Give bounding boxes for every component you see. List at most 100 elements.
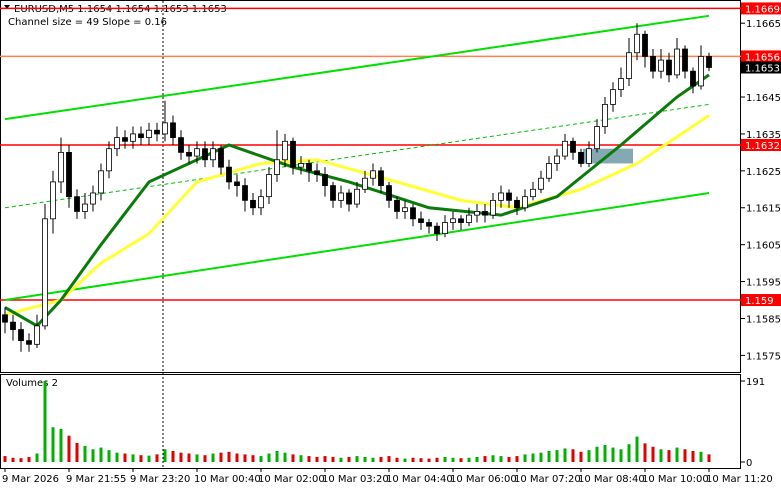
volume-bar	[659, 449, 663, 462]
candle-body	[218, 148, 224, 168]
collapse-icon	[4, 5, 10, 9]
level-label: 1.1669	[745, 4, 780, 15]
volume-bar	[75, 442, 79, 462]
volume-bar	[595, 446, 599, 462]
volume-bar	[179, 452, 183, 462]
candle-body	[482, 211, 488, 216]
candle-body	[666, 59, 672, 76]
candle-body	[466, 214, 472, 223]
volume-bar	[107, 450, 111, 462]
x-tick-label: 9 Mar 2026	[2, 474, 59, 485]
candle-body	[378, 170, 384, 187]
x-tick-label: 10 Mar 03:20	[322, 474, 389, 485]
volume-bar	[27, 456, 31, 462]
candle-body	[42, 218, 48, 327]
candle-body	[330, 185, 336, 201]
volume-bar	[443, 456, 447, 462]
y-tick-label: 1.1645	[746, 93, 781, 104]
candle-body	[298, 163, 304, 168]
candle-body	[34, 325, 40, 345]
volume-bar	[387, 456, 391, 462]
volume-bar	[307, 456, 311, 462]
volume-bar	[83, 445, 87, 462]
volume-bar	[571, 449, 575, 462]
volume-bar	[187, 453, 191, 462]
volume-bar	[675, 447, 679, 462]
x-tick-label: 10 Mar 07:20	[514, 474, 581, 485]
volume-bar	[259, 456, 263, 462]
candle-body	[418, 218, 424, 223]
y-tick-label: 1.1665	[746, 19, 781, 30]
volume-bar	[3, 456, 7, 462]
volume-bar	[459, 458, 463, 462]
indicator-line	[4, 14, 710, 121]
volume-bar	[267, 453, 271, 462]
volume-bar	[203, 455, 207, 462]
volume-bar	[35, 453, 39, 462]
volume-bar	[499, 456, 503, 462]
x-tick-label: 10 Mar 02:00	[258, 474, 325, 485]
volume-bar	[331, 456, 335, 462]
candle-body	[402, 207, 408, 212]
volume-bar	[275, 450, 279, 462]
volume-bar	[91, 449, 95, 462]
volume-bar	[547, 450, 551, 462]
volume-bar	[451, 457, 455, 462]
candle-body	[242, 185, 248, 201]
candle-body	[154, 129, 160, 135]
candle-body	[530, 188, 536, 198]
candle-body	[82, 203, 88, 212]
candle-body	[594, 126, 600, 150]
candle-body	[186, 151, 192, 157]
candle-body	[506, 192, 512, 201]
candle-body	[458, 218, 464, 223]
volume-bar	[555, 450, 559, 462]
x-tick-label: 10 Mar 11:20	[706, 474, 773, 485]
volume-bar	[379, 456, 383, 462]
candle-body	[178, 137, 184, 153]
volume-bar	[11, 457, 15, 462]
volume-bar	[643, 443, 647, 462]
volume-title: Volumes 2	[6, 378, 58, 389]
candle-body	[274, 159, 280, 175]
candle-body	[434, 225, 440, 234]
volume-bar	[219, 452, 223, 462]
volume-bar	[363, 456, 367, 462]
volume-bar	[339, 457, 343, 462]
volume-bar	[579, 451, 583, 462]
candle-body	[226, 166, 232, 183]
indicator-line	[4, 73, 710, 328]
volume-bar	[163, 449, 167, 462]
candle-body	[258, 196, 264, 209]
x-tick-label: 10 Mar 04:40	[386, 474, 453, 485]
volume-bar	[411, 457, 415, 462]
volume-bar	[395, 457, 399, 462]
volume-bar	[507, 456, 511, 462]
volume-bar	[587, 450, 591, 462]
volume-bar	[611, 447, 615, 462]
volume-bar	[475, 456, 479, 462]
candle-body	[74, 196, 80, 212]
candle-body	[290, 140, 296, 168]
candle-body	[658, 59, 664, 72]
candle-body	[234, 181, 240, 187]
volume-bar	[603, 445, 607, 462]
candle-body	[514, 199, 520, 209]
y-tick-label: 1.1625	[746, 167, 781, 178]
volume-bar	[371, 457, 375, 462]
level-label-bg	[741, 50, 781, 63]
y-tick-label: 1.1605	[746, 241, 781, 252]
x-tick-label: 10 Mar 06:00	[450, 474, 517, 485]
volume-bar	[419, 458, 423, 462]
volume-bar	[147, 455, 151, 462]
candle-body	[690, 70, 696, 87]
candle-body	[26, 340, 32, 345]
candle-body	[202, 148, 208, 161]
candle-body	[114, 137, 120, 150]
candle-body	[698, 56, 704, 87]
candle-body	[346, 192, 352, 205]
candle-body	[370, 170, 376, 179]
candle-body	[66, 151, 72, 198]
candle-body	[410, 207, 416, 220]
